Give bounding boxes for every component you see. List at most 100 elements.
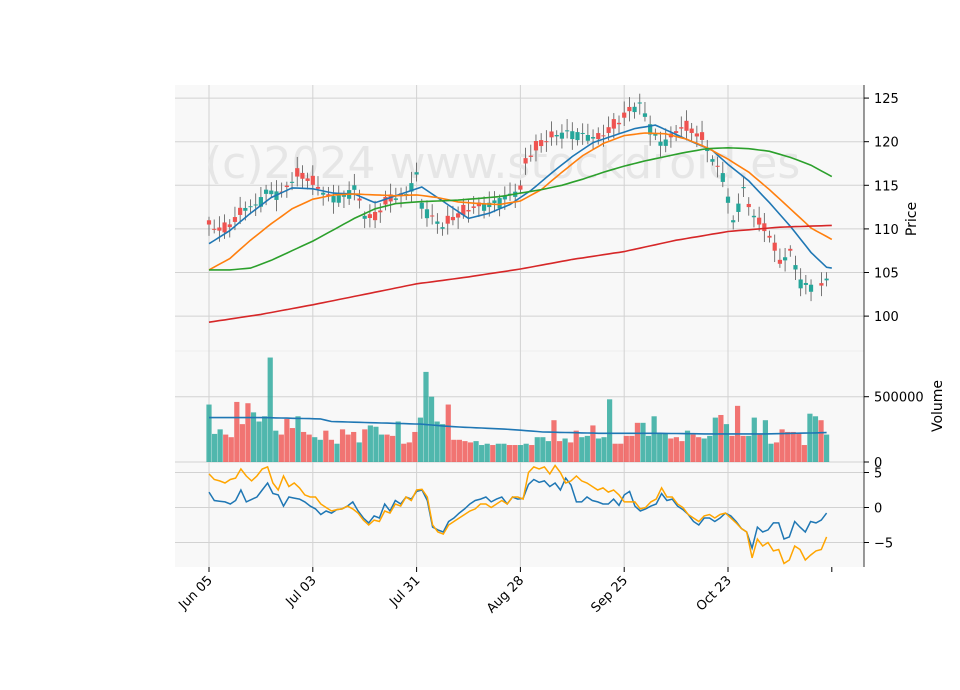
price-tick-label: 100 bbox=[874, 310, 899, 325]
volume-bar bbox=[328, 439, 335, 462]
candle-body bbox=[352, 185, 357, 190]
candle-body bbox=[492, 200, 497, 204]
x-tick-label: Jun 05 bbox=[176, 573, 216, 613]
volume-bar bbox=[818, 420, 824, 462]
volume-bar bbox=[267, 357, 273, 462]
candle-body bbox=[705, 149, 710, 152]
volume-bar bbox=[562, 438, 568, 462]
volume-bar bbox=[428, 396, 435, 462]
volume-bar bbox=[701, 438, 707, 462]
candle-body bbox=[689, 128, 694, 133]
candle-body bbox=[674, 131, 679, 133]
candle-body bbox=[575, 132, 580, 141]
candle-body bbox=[362, 215, 367, 219]
candle-body bbox=[450, 216, 456, 221]
price-tick-label: 105 bbox=[874, 267, 899, 282]
price-axis-label: Price bbox=[904, 202, 920, 236]
volume-bar bbox=[317, 439, 323, 462]
volume-bar bbox=[684, 430, 691, 462]
volume-bar bbox=[618, 443, 624, 462]
candle-body bbox=[456, 213, 461, 218]
candle-body bbox=[539, 140, 544, 147]
candle-body bbox=[642, 113, 648, 117]
volume-bar bbox=[395, 421, 401, 462]
volume-bar bbox=[517, 445, 524, 462]
candle-body bbox=[788, 248, 793, 251]
oscillator-tick-label: −5 bbox=[874, 537, 893, 552]
candle-body bbox=[227, 224, 232, 228]
volume-bar bbox=[484, 443, 490, 462]
volume-bar bbox=[718, 414, 724, 462]
candle-body bbox=[824, 278, 829, 281]
volume-bar bbox=[423, 371, 429, 462]
volume-bar bbox=[668, 438, 674, 462]
candle-body bbox=[232, 217, 238, 222]
candle-body bbox=[502, 195, 507, 200]
volume-bar bbox=[262, 416, 268, 462]
volume-bar bbox=[523, 443, 529, 462]
volume-bar bbox=[312, 437, 318, 462]
candle-body bbox=[720, 173, 725, 182]
volume-bar bbox=[601, 437, 607, 462]
candle-body bbox=[269, 190, 274, 195]
candle-body bbox=[217, 227, 222, 231]
candle-body bbox=[710, 159, 715, 162]
volume-bar bbox=[623, 435, 629, 462]
oscillator-tick-label: 5 bbox=[874, 467, 882, 482]
candle-body bbox=[378, 210, 383, 213]
candle-body bbox=[222, 222, 227, 233]
candles bbox=[206, 93, 829, 302]
volume-tick-label: 0 bbox=[874, 456, 882, 471]
volume-bar bbox=[223, 434, 229, 462]
candle-body bbox=[590, 137, 596, 139]
candle-body bbox=[653, 132, 658, 136]
candle-body bbox=[601, 135, 606, 137]
candle-body bbox=[487, 202, 492, 208]
volume-bar bbox=[707, 435, 713, 462]
volume-bar bbox=[356, 442, 362, 462]
candle-body bbox=[212, 228, 217, 230]
volume-bar bbox=[673, 437, 679, 462]
candle-body bbox=[715, 165, 720, 167]
volume-bar bbox=[545, 441, 552, 462]
candle-body bbox=[321, 192, 326, 195]
candle-body bbox=[331, 196, 336, 203]
volume-bar bbox=[773, 442, 780, 462]
volume-bar bbox=[300, 431, 307, 462]
volume-bar bbox=[690, 434, 696, 462]
candle-body bbox=[746, 203, 751, 208]
volume-bar bbox=[412, 431, 418, 462]
volume-bar bbox=[445, 404, 451, 462]
candle-body bbox=[648, 124, 653, 135]
candle-body bbox=[767, 235, 772, 238]
candle-body bbox=[694, 133, 699, 137]
x-tick-label: Sep 25 bbox=[588, 573, 631, 616]
volume-bar bbox=[779, 429, 785, 462]
candle-body bbox=[533, 141, 539, 151]
candle-body bbox=[336, 195, 341, 203]
volume-bar bbox=[467, 442, 474, 462]
volume-bar bbox=[662, 433, 668, 462]
candle-body bbox=[518, 185, 523, 190]
candle-body bbox=[549, 131, 554, 138]
volume-bar bbox=[250, 412, 257, 462]
moving-average-line bbox=[208, 132, 833, 271]
volume-bar bbox=[306, 434, 312, 462]
volume-bar bbox=[501, 443, 507, 462]
candle-body bbox=[445, 215, 450, 224]
volume-bar bbox=[473, 441, 479, 462]
volume-bar bbox=[278, 434, 284, 462]
volume-bar bbox=[295, 416, 301, 462]
volume-bar bbox=[629, 435, 635, 462]
candle-body bbox=[782, 257, 788, 261]
candle-body bbox=[466, 209, 471, 212]
candle-body bbox=[793, 265, 798, 270]
candle-body bbox=[315, 186, 321, 189]
volume-bar bbox=[807, 413, 813, 462]
volume-bar bbox=[284, 418, 290, 462]
volume-bar bbox=[384, 434, 390, 462]
volume-bar bbox=[645, 435, 652, 462]
price-tick-label: 115 bbox=[874, 179, 899, 194]
volume-bar bbox=[595, 438, 602, 462]
candle-body bbox=[757, 217, 762, 225]
